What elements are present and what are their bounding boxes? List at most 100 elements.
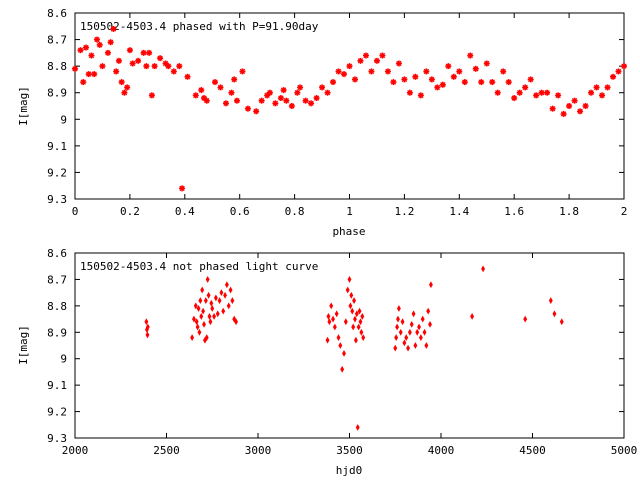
phased-data-point (146, 49, 153, 56)
phased-data-point (107, 39, 114, 46)
phased-data-point (434, 84, 441, 91)
unphased-data-point (355, 424, 360, 431)
phased-x-tick-label: 0.8 (285, 205, 305, 218)
unphased-data-point (198, 297, 203, 304)
phased-data-point (113, 68, 120, 75)
unphased-data-point (406, 344, 411, 352)
unphased-data-point (207, 313, 212, 320)
phased-data-point (165, 63, 172, 70)
phased-data-point (489, 79, 496, 86)
unphased-data-point (426, 307, 431, 315)
unphased-data-point (200, 286, 205, 294)
unphased-data-point (348, 302, 353, 310)
unphased-data-point (205, 276, 210, 283)
phased-data-point (258, 97, 265, 104)
unphased-data-point (552, 310, 557, 318)
phased-data-point (280, 87, 287, 94)
phased-data-point (80, 79, 87, 86)
phased-data-point (401, 76, 408, 83)
phased-data-point (91, 71, 98, 78)
phased-data-point (110, 25, 117, 32)
phased-data-point (588, 89, 595, 96)
unphased-data-point (224, 281, 229, 289)
phased-data-point (151, 63, 158, 70)
unphased-data-point (404, 334, 409, 341)
unphased-data-point (208, 318, 213, 326)
phased-data-point (184, 73, 191, 80)
phased-x-axis-label: phase (332, 225, 365, 238)
phased-data-point (610, 73, 617, 80)
unphased-data-point (223, 291, 228, 299)
phased-data-point (88, 52, 95, 59)
unphased-data-point (219, 289, 224, 297)
unphased-data-point (203, 297, 208, 304)
phased-y-tick-label: 8.9 (47, 87, 67, 100)
unphased-x-tick-label: 2500 (153, 444, 180, 457)
phased-data-point (615, 68, 622, 75)
unphased-data-point (201, 307, 206, 315)
unphased-data-point (192, 315, 196, 323)
unphased-data-point (400, 318, 405, 326)
unphased-data-point (402, 339, 407, 347)
phased-data-point (395, 60, 402, 67)
phased-data-point (77, 47, 84, 54)
unphased-data-point (206, 291, 211, 299)
phased-data-point (308, 100, 315, 107)
unphased-data-point (356, 323, 361, 331)
phased-data-point (362, 52, 369, 59)
unphased-data-point (349, 291, 354, 299)
phased-data-point (346, 63, 353, 70)
unphased-data-point (338, 342, 343, 349)
phased-data-point (211, 79, 218, 86)
unphased-data-point (396, 315, 400, 323)
phased-data-point (560, 110, 567, 117)
phased-data-point (198, 87, 205, 94)
phased-data-point (351, 76, 358, 83)
phased-data-point (604, 84, 611, 91)
phased-data-point (500, 68, 507, 75)
unphased-data-point (428, 320, 432, 328)
phased-data-point (253, 108, 260, 115)
unphased-data-point (331, 315, 335, 323)
phased-data-point (313, 95, 320, 102)
unphased-data-point (190, 334, 195, 341)
phased-data-point (170, 68, 177, 75)
phased-data-point (544, 89, 551, 96)
unphased-data-point (413, 342, 418, 349)
unphased-data-point (326, 313, 331, 320)
phased-y-tick-label: 9.1 (47, 140, 67, 153)
unphased-data-point (428, 281, 433, 289)
phased-data-point (467, 52, 474, 59)
phased-y-tick-label: 8.6 (47, 7, 67, 20)
unphased-data-point (210, 305, 215, 312)
phased-data-point (176, 63, 183, 70)
unphased-x-tick-label: 4000 (428, 444, 455, 457)
phased-data-point (450, 73, 457, 80)
unphased-data-point (144, 318, 149, 326)
phased-data-point (330, 79, 337, 86)
phased-x-tick-label: 1 (346, 205, 353, 218)
unphased-data-point (228, 286, 233, 294)
unphased-data-point (424, 342, 429, 349)
phased-data-point (577, 108, 584, 115)
unphased-x-tick-label: 2000 (62, 444, 89, 457)
phased-y-tick-label: 9.2 (47, 166, 67, 179)
unphased-data-point (145, 331, 150, 339)
phased-data-point (294, 89, 301, 96)
phased-data-point (445, 63, 452, 70)
unphased-data-point (354, 310, 359, 318)
phased-data-point (319, 84, 326, 91)
unphased-x-tick-label: 5000 (611, 444, 638, 457)
phased-data-point (228, 89, 235, 96)
unphased-data-point (353, 315, 357, 323)
unphased-data-point (193, 302, 198, 310)
phased-plot: 150502-4503.4 phased with P=91.90day pha… (17, 7, 627, 238)
phased-data-point (297, 84, 304, 91)
unphased-x-tick-label: 3500 (336, 444, 363, 457)
phased-data-point (272, 100, 279, 107)
phased-data-point (302, 97, 309, 104)
phased-data-point (277, 95, 284, 102)
phased-y-tick-label: 8.7 (47, 34, 67, 47)
phased-data-point (192, 92, 199, 99)
